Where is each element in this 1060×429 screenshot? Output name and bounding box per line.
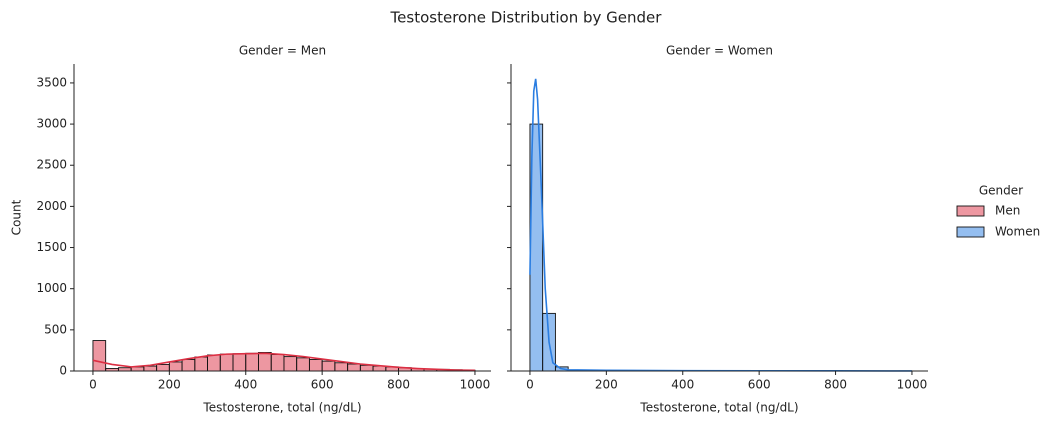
y-tick-label: 3000 bbox=[36, 117, 67, 131]
x-tick-label: 800 bbox=[824, 378, 847, 392]
y-tick-label: 1500 bbox=[36, 240, 67, 254]
histogram-bar bbox=[297, 358, 310, 371]
legend-swatch bbox=[957, 206, 984, 216]
x-tick-label: 600 bbox=[748, 378, 771, 392]
panel-title: Gender = Men bbox=[239, 44, 326, 58]
y-tick-label: 2000 bbox=[36, 199, 67, 213]
histogram-bar bbox=[182, 359, 195, 371]
histogram-bar bbox=[208, 355, 221, 371]
y-tick-label: 1000 bbox=[36, 281, 67, 295]
legend-swatch bbox=[957, 227, 984, 237]
histogram-bar bbox=[335, 363, 348, 371]
histogram-bar bbox=[157, 364, 170, 371]
histogram-bar bbox=[322, 361, 335, 371]
histogram-bar bbox=[309, 359, 322, 371]
x-tick-label: 800 bbox=[387, 378, 410, 392]
x-tick-label: 200 bbox=[595, 378, 618, 392]
chart-title: Testosterone Distribution by Gender bbox=[390, 9, 663, 27]
histogram-bar bbox=[93, 341, 106, 371]
y-tick-label: 0 bbox=[59, 364, 67, 378]
legend-title: Gender bbox=[979, 184, 1023, 198]
histogram-bar bbox=[258, 352, 271, 371]
y-tick-label: 500 bbox=[44, 322, 67, 336]
histogram-bar bbox=[169, 362, 182, 371]
legend-label: Men bbox=[995, 204, 1020, 218]
x-axis-label: Testosterone, total (ng/dL) bbox=[639, 401, 798, 415]
histogram-bar bbox=[246, 353, 259, 371]
histogram-bar bbox=[284, 357, 297, 371]
histogram-bar bbox=[195, 357, 208, 371]
histogram-bar bbox=[233, 354, 246, 371]
histogram-bar bbox=[220, 354, 233, 371]
x-tick-label: 1000 bbox=[897, 378, 928, 392]
panel-title: Gender = Women bbox=[666, 44, 773, 58]
legend-label: Women bbox=[995, 225, 1040, 239]
y-axis-label: Count bbox=[10, 199, 24, 235]
histogram-bar bbox=[271, 355, 284, 371]
histogram-bar bbox=[360, 365, 373, 371]
histogram-bar bbox=[348, 364, 361, 371]
x-tick-label: 200 bbox=[158, 378, 181, 392]
x-tick-label: 400 bbox=[234, 378, 257, 392]
x-tick-label: 0 bbox=[526, 378, 534, 392]
histogram-bar bbox=[144, 366, 157, 371]
y-tick-label: 3500 bbox=[36, 75, 67, 89]
y-tick-label: 2500 bbox=[36, 158, 67, 172]
x-tick-label: 400 bbox=[671, 378, 694, 392]
x-axis-label: Testosterone, total (ng/dL) bbox=[202, 401, 361, 415]
x-tick-label: 1000 bbox=[460, 378, 491, 392]
kde-line bbox=[530, 79, 912, 371]
x-tick-label: 0 bbox=[89, 378, 97, 392]
x-tick-label: 600 bbox=[311, 378, 334, 392]
